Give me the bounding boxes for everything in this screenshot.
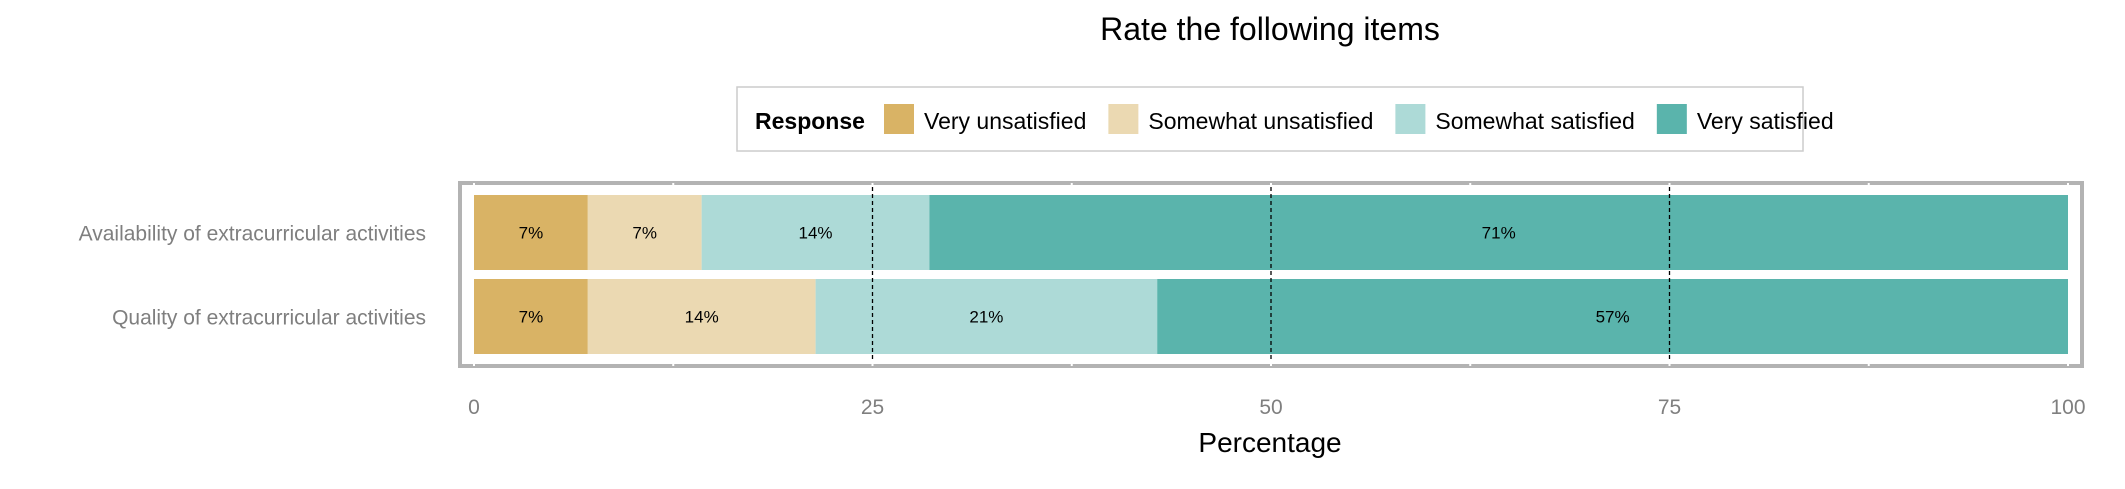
- reference-lines: [871, 187, 1671, 362]
- legend-swatch-somewhat-satisfied: [1395, 104, 1426, 134]
- data-label: 21%: [969, 308, 1003, 327]
- category-label: Quality of extracurricular activities: [112, 307, 426, 330]
- legend-items: Very unsatisfied Somewhat unsatisfied Some…: [884, 104, 1834, 134]
- bar-very-unsatisfied: [474, 195, 588, 270]
- bar-very-unsatisfied: [474, 279, 588, 354]
- legend-swatch-very-unsatisfied: [884, 104, 914, 134]
- chart-title: Rate the following items: [1100, 11, 1440, 47]
- legend-label: Very unsatisfied: [924, 108, 1086, 134]
- legend-box: [736, 86, 1804, 152]
- category-labels: Availability of extracurricular activiti…: [79, 223, 426, 330]
- legend-title: Response: [755, 108, 865, 134]
- category-label: Availability of extracurricular activiti…: [79, 223, 426, 246]
- x-tick-label: 75: [1658, 396, 1681, 419]
- x-tick-label: 100: [2050, 396, 2085, 419]
- bar-very-satisfied: [929, 195, 2069, 270]
- data-label: 7%: [519, 224, 544, 243]
- x-tick-label: 25: [861, 396, 884, 419]
- data-label: 14%: [798, 224, 832, 243]
- data-label: 71%: [1482, 224, 1516, 243]
- bar-somewhat-unsatisfied: [587, 195, 702, 270]
- legend-label: Somewhat satisfied: [1435, 108, 1634, 134]
- legend-label: Somewhat unsatisfied: [1148, 108, 1373, 134]
- x-tick-label: 50: [1259, 396, 1282, 419]
- bar-somewhat-unsatisfied: [587, 279, 816, 354]
- x-tick-label: 0: [468, 396, 480, 419]
- bars: [474, 195, 2069, 354]
- data-label: 57%: [1596, 308, 1630, 327]
- bar-somewhat-satisfied: [701, 195, 930, 270]
- data-labels: 7% 7% 14% 71% 7% 14% 21% 57%: [519, 224, 1630, 327]
- bar-very-satisfied: [1157, 279, 2068, 354]
- data-label: 14%: [685, 308, 719, 327]
- data-label: 7%: [519, 308, 544, 327]
- x-axis-label: Percentage: [1198, 427, 1341, 458]
- legend: Response Very unsatisfied Somewhat unsati…: [736, 86, 1834, 152]
- legend-swatch-very-satisfied: [1656, 104, 1687, 134]
- x-axis-ticks: 0 25 50 75 100: [468, 396, 2085, 419]
- legend-swatch-somewhat-unsatisfied: [1108, 104, 1139, 134]
- legend-label: Very satisfied: [1697, 108, 1834, 134]
- data-label: 7%: [632, 224, 657, 243]
